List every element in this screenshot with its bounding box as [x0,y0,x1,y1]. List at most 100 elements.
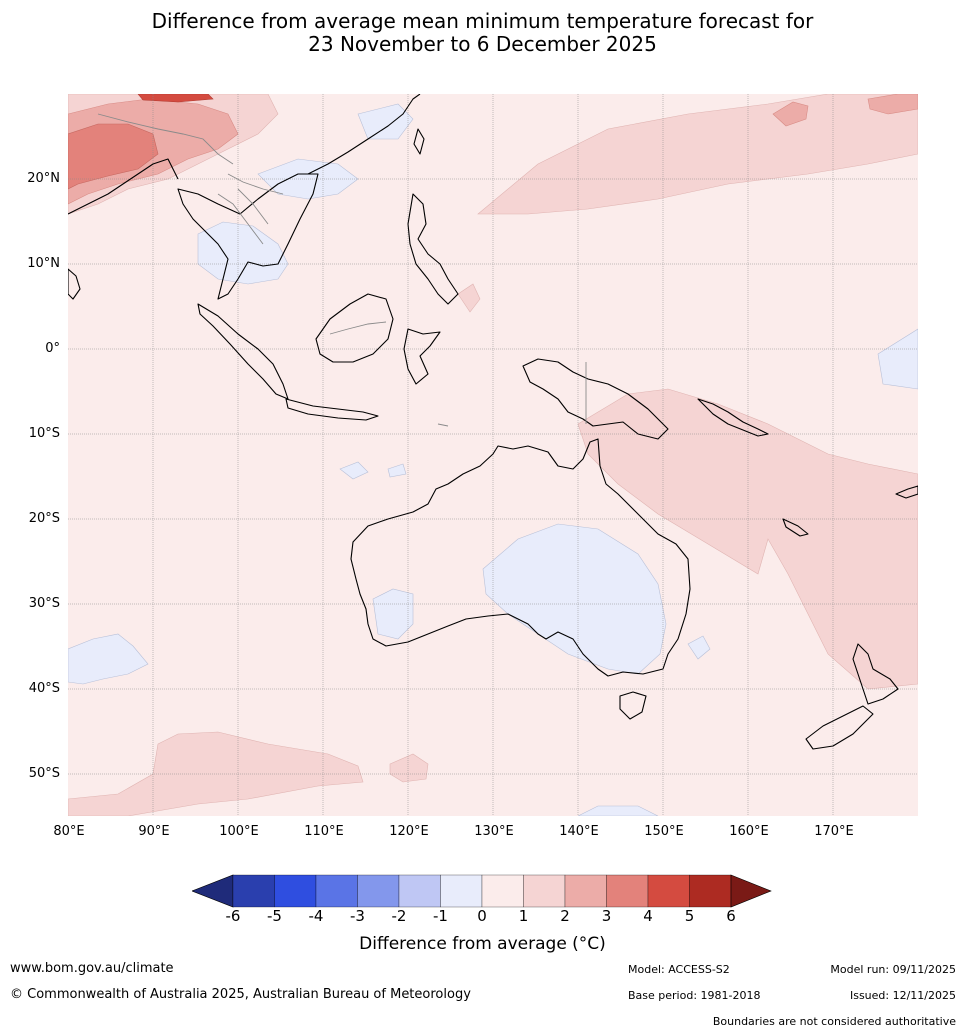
map-canvas [68,94,918,816]
colorbar-tick-label: -4 [308,907,324,925]
anomaly-3-4-regions [68,123,159,190]
colorbar-tick-label: 6 [726,907,736,925]
region-east-pacific-cool [877,328,918,390]
solomon-islands-coast [697,398,769,437]
region-south-indian-warm [68,731,364,816]
lon-label-100e: 100°E [219,824,259,839]
colorbar-cells [192,874,772,908]
forecast-map [68,94,918,816]
new-zealand-south [805,705,874,750]
lon-label-160e: 160°E [729,824,769,839]
sumatra-coast [197,303,289,400]
colorbar-cell--4-to--3 [315,874,358,908]
colorbar-tick-label: -2 [391,907,407,925]
new-zealand-north [852,643,899,705]
lat-label-20s: 20°S [28,511,60,526]
colorbar-tick-label: 4 [643,907,653,925]
region-small-warm-2 [457,283,481,313]
colorbar-cell-1-to-2 [523,874,566,908]
website-link[interactable]: www.bom.gov.au/climate [10,961,174,976]
lon-label-150e: 150°E [644,824,684,839]
lon-label-170e: 170°E [814,824,854,839]
title-line-2: 23 November to 6 December 2025 [308,32,657,56]
region-north-pacific-hot-1 [772,101,809,127]
colorbar-tick-label: -6 [225,907,241,925]
lon-label-130e: 130°E [474,824,514,839]
colorbar-tick-label: 3 [601,907,612,925]
lat-label-40s: 40°S [28,681,60,696]
region-central-australia-cool [482,523,667,675]
colorbar-cell--3-to--2 [357,874,400,908]
fiji-coast [895,485,918,499]
border-himalaya [97,113,234,165]
lon-label-110e: 110°E [304,824,344,839]
colorbar-cell-0-to-1 [481,874,524,908]
australia-coast [350,438,691,677]
base-period: Base period: 1981-2018 [628,989,761,1002]
java-coast [285,398,379,421]
sulawesi-coast [403,328,441,385]
lon-label-90e: 90°E [138,824,170,839]
title-line-1: Difference from average mean minimum tem… [151,9,814,33]
region-small-cool-1 [339,461,369,480]
colorbar-cell-5-to-6 [689,874,732,908]
copyright-text: © Commonwealth of Australia 2025, Austra… [10,987,471,1002]
region-sw-australia-cool [372,588,414,640]
colorbar-tick-label: 1 [518,907,529,925]
chart-title: Difference from average mean minimum tem… [0,10,965,56]
lat-label-10n: 10°N [27,256,60,271]
sri-lanka-coast [68,268,81,300]
colorbar-tick-label: -1 [433,907,448,925]
colorbar-tick-label: 2 [560,907,570,925]
region-indian-ocean-cool [68,633,149,685]
philippines-coast [407,193,459,305]
border-indochina [217,173,284,245]
lat-label-0: 0° [45,341,60,356]
colorbar-cell-3-to-4 [606,874,649,908]
graticule [68,94,918,816]
tasmania-coast [619,691,647,720]
lat-label-50s: 50°S [28,766,60,781]
boundaries-disclaimer: Boundaries are not considered authoritat… [712,1015,956,1028]
colorbar-label: Difference from average (°C) [359,934,606,954]
colorbar-cell--2-to--1 [398,874,441,908]
lon-label-120e: 120°E [389,824,429,839]
colorbar-tick-label: 5 [684,907,695,925]
region-north-pacific-hot-2 [867,94,918,115]
new-caledonia-coast [782,518,809,537]
lat-label-10s: 10°S [28,426,60,441]
colorbar-extend-high [730,874,772,908]
lon-label-80e: 80°E [53,824,85,839]
borders [97,113,587,427]
region-southern-ocean-cool [577,805,659,816]
anomaly-minus1-0-regions [68,103,918,816]
issued-date: Issued: 12/11/2025 [849,989,956,1002]
colorbar-cell--6-to--5 [232,874,275,908]
region-himalaya-hottest [137,94,214,103]
borneo-coast [315,293,394,363]
colorbar-tick-label: -3 [350,907,365,925]
colorbar-extend-low [192,874,234,908]
region-small-cool-2 [387,463,407,478]
china-coast [307,94,421,175]
lon-label-140e: 140°E [559,824,599,839]
border-timor [437,423,449,427]
colorbar-tick-label: -5 [267,907,282,925]
region-south-china-sea-cool [357,103,414,140]
lat-label-30s: 30°S [28,596,60,611]
region-india-hot [68,123,159,190]
colorbar-cell--5-to--4 [274,874,317,908]
coastlines [68,94,918,750]
taiwan-coast [413,128,425,155]
colorbar-cell--1-to-0 [440,874,483,908]
indochina-coast [177,173,319,300]
colorbar-cell-2-to-3 [564,874,607,908]
colorbar [192,874,772,908]
india-coast [68,158,179,215]
colorbar-cell-4-to-5 [647,874,690,908]
region-tasman-cool [687,635,711,660]
border-borneo [329,321,387,335]
colorbar-tick-label: 0 [477,907,487,925]
lat-label-20n: 20°N [27,171,60,186]
model-run: Model run: 09/11/2025 [830,963,956,976]
